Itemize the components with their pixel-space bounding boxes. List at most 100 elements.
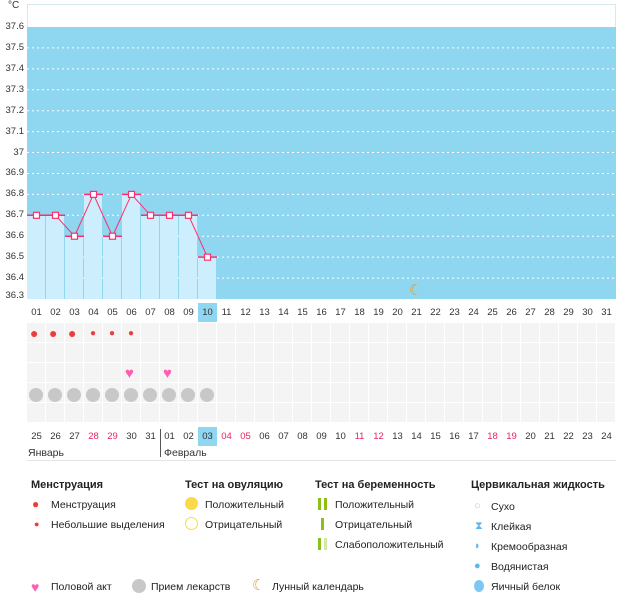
grid-cell[interactable] <box>293 323 311 342</box>
grid-cell[interactable] <box>597 343 615 362</box>
grid-cell[interactable] <box>369 383 387 402</box>
grid-cell[interactable] <box>540 383 558 402</box>
grid-cell[interactable] <box>350 363 368 382</box>
date-cell[interactable]: 27 <box>69 431 80 442</box>
grid-cell[interactable] <box>46 403 64 422</box>
grid-cell[interactable] <box>122 343 140 362</box>
grid-cell[interactable] <box>312 403 330 422</box>
cycle-day[interactable]: 07 <box>145 307 156 318</box>
date-cell[interactable]: 09 <box>316 431 327 442</box>
cycle-day[interactable]: 01 <box>31 307 42 318</box>
grid-cell[interactable] <box>407 383 425 402</box>
grid-cell[interactable] <box>141 363 159 382</box>
grid-cell[interactable] <box>103 403 121 422</box>
grid-cell[interactable] <box>141 403 159 422</box>
grid-cell[interactable] <box>502 403 520 422</box>
grid-cell[interactable] <box>255 403 273 422</box>
grid-cell[interactable] <box>331 363 349 382</box>
grid-cell[interactable] <box>160 403 178 422</box>
grid-cell[interactable] <box>198 363 216 382</box>
date-cell[interactable]: 11 <box>354 431 365 442</box>
grid-cell[interactable] <box>274 403 292 422</box>
cycle-day[interactable]: 06 <box>126 307 137 318</box>
grid-cell[interactable] <box>65 323 83 342</box>
grid-cell[interactable] <box>388 403 406 422</box>
grid-cell[interactable] <box>46 323 64 342</box>
grid-cell[interactable] <box>464 363 482 382</box>
cycle-day[interactable]: 09 <box>183 307 194 318</box>
grid-cell[interactable] <box>483 323 501 342</box>
grid-cell[interactable] <box>369 323 387 342</box>
cycle-day[interactable]: 16 <box>316 307 327 318</box>
cycle-day[interactable]: 30 <box>582 307 593 318</box>
cycle-day[interactable]: 23 <box>449 307 460 318</box>
date-cell[interactable]: 07 <box>278 431 289 442</box>
cycle-day[interactable]: 08 <box>164 307 175 318</box>
grid-cell[interactable] <box>217 343 235 362</box>
grid-cell[interactable] <box>540 403 558 422</box>
grid-cell[interactable] <box>122 403 140 422</box>
cycle-day[interactable]: 12 <box>240 307 251 318</box>
grid-cell[interactable] <box>483 363 501 382</box>
grid-cell[interactable] <box>217 323 235 342</box>
cycle-day[interactable]: 19 <box>373 307 384 318</box>
grid-cell[interactable] <box>559 383 577 402</box>
cycle-day[interactable]: 03 <box>69 307 80 318</box>
grid-cell[interactable] <box>350 403 368 422</box>
grid-cell[interactable] <box>160 343 178 362</box>
grid-cell[interactable] <box>578 383 596 402</box>
grid-cell[interactable] <box>122 363 140 382</box>
cycle-day[interactable]: 24 <box>468 307 479 318</box>
grid-cell[interactable] <box>255 363 273 382</box>
grid-cell[interactable] <box>312 323 330 342</box>
date-cell[interactable]: 22 <box>563 431 574 442</box>
cycle-day[interactable]: 10 <box>198 303 217 322</box>
grid-cell[interactable] <box>407 343 425 362</box>
grid-cell[interactable] <box>578 403 596 422</box>
grid-cell[interactable] <box>350 383 368 402</box>
cycle-day[interactable]: 20 <box>392 307 403 318</box>
date-cell[interactable]: 05 <box>240 431 251 442</box>
grid-cell[interactable] <box>483 343 501 362</box>
date-cell[interactable]: 26 <box>50 431 61 442</box>
grid-cell[interactable] <box>65 343 83 362</box>
grid-cell[interactable] <box>179 403 197 422</box>
grid-cell[interactable] <box>236 403 254 422</box>
grid-cell[interactable] <box>27 343 45 362</box>
grid-cell[interactable] <box>464 383 482 402</box>
grid-cell[interactable] <box>293 343 311 362</box>
grid-cell[interactable] <box>331 383 349 402</box>
grid-cell[interactable] <box>198 343 216 362</box>
grid-cell[interactable] <box>502 343 520 362</box>
grid-cell[interactable] <box>103 323 121 342</box>
grid-cell[interactable] <box>597 323 615 342</box>
date-cell[interactable]: 28 <box>88 431 99 442</box>
grid-cell[interactable] <box>312 343 330 362</box>
grid-cell[interactable] <box>198 323 216 342</box>
grid-cell[interactable] <box>255 343 273 362</box>
date-cell[interactable]: 29 <box>107 431 118 442</box>
grid-cell[interactable] <box>236 363 254 382</box>
grid-cell[interactable] <box>350 343 368 362</box>
grid-cell[interactable] <box>540 323 558 342</box>
date-cell[interactable]: 10 <box>335 431 346 442</box>
grid-cell[interactable] <box>27 323 45 342</box>
date-cell[interactable]: 12 <box>373 431 384 442</box>
grid-cell[interactable] <box>103 363 121 382</box>
cycle-day[interactable]: 31 <box>601 307 612 318</box>
cycle-day[interactable]: 13 <box>259 307 270 318</box>
grid-cell[interactable] <box>369 363 387 382</box>
grid-cell[interactable] <box>255 323 273 342</box>
grid-cell[interactable] <box>84 363 102 382</box>
grid-cell[interactable] <box>331 403 349 422</box>
grid-cell[interactable] <box>65 403 83 422</box>
grid-cell[interactable] <box>312 383 330 402</box>
date-cell[interactable]: 03 <box>198 427 217 446</box>
grid-cell[interactable] <box>464 323 482 342</box>
grid-cell[interactable] <box>578 363 596 382</box>
date-cell[interactable]: 23 <box>582 431 593 442</box>
grid-cell[interactable] <box>464 403 482 422</box>
grid-cell[interactable] <box>388 363 406 382</box>
grid-cell[interactable] <box>369 403 387 422</box>
date-cell[interactable]: 13 <box>392 431 403 442</box>
